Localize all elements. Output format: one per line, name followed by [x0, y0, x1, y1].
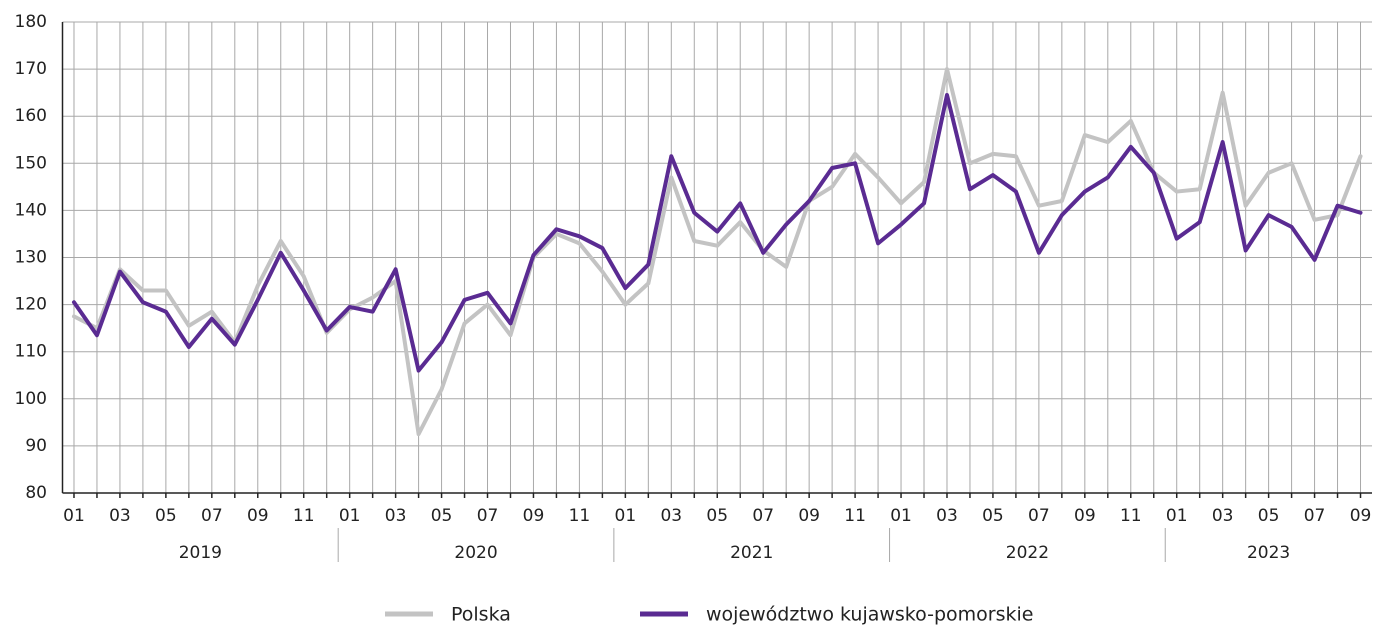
legend-label: Polska [451, 604, 511, 626]
x-tick-label: 07 [1028, 506, 1050, 526]
x-tick-label: 01 [63, 506, 85, 526]
series-line [71, 93, 1363, 373]
x-tick-label: 09 [247, 506, 269, 526]
x-tick-label: 05 [982, 506, 1004, 526]
year-label: 2022 [1006, 543, 1049, 563]
x-tick-label: 11 [844, 506, 866, 526]
x-tick-label: 03 [109, 506, 131, 526]
y-tick-label: 80 [25, 483, 47, 503]
x-tick-label: 09 [798, 506, 820, 526]
y-tick-label: 110 [15, 342, 47, 362]
x-tick-label: 03 [936, 506, 958, 526]
x-tick-label: 05 [706, 506, 728, 526]
series-line [71, 67, 1363, 437]
year-label: 2019 [179, 543, 222, 563]
x-tick-label: 05 [1258, 506, 1280, 526]
year-label: 2020 [454, 543, 497, 563]
year-label: 2023 [1247, 543, 1290, 563]
x-tick-label: 03 [1212, 506, 1234, 526]
x-tick-label: 01 [890, 506, 912, 526]
x-tick-label: 07 [1304, 506, 1326, 526]
y-tick-label: 170 [15, 59, 47, 79]
x-tick-label: 01 [339, 506, 361, 526]
x-tick-label: 07 [201, 506, 223, 526]
y-tick-label: 150 [15, 153, 47, 173]
year-label: 2021 [730, 543, 773, 563]
y-tick-label: 90 [25, 436, 47, 456]
y-tick-label: 120 [15, 295, 47, 315]
x-tick-label: 05 [431, 506, 453, 526]
x-tick-label: 09 [1074, 506, 1096, 526]
x-tick-label: 09 [1350, 506, 1372, 526]
y-tick-label: 180 [15, 12, 47, 32]
x-tick-label: 11 [1120, 506, 1142, 526]
y-tick-label: 130 [15, 248, 47, 268]
x-tick-label: 01 [1166, 506, 1188, 526]
y-tick-label: 140 [15, 200, 47, 220]
y-tick-label: 100 [15, 389, 47, 409]
x-tick-label: 11 [569, 506, 591, 526]
x-tick-label: 07 [752, 506, 774, 526]
y-tick-label: 160 [15, 106, 47, 126]
x-tick-label: 01 [615, 506, 637, 526]
legend-label: województwo kujawsko-pomorskie [706, 604, 1033, 626]
x-tick-label: 05 [155, 506, 177, 526]
x-tick-label: 09 [523, 506, 545, 526]
x-tick-label: 03 [660, 506, 682, 526]
x-tick-label: 07 [477, 506, 499, 526]
x-tick-label: 11 [293, 506, 315, 526]
x-tick-label: 03 [385, 506, 407, 526]
